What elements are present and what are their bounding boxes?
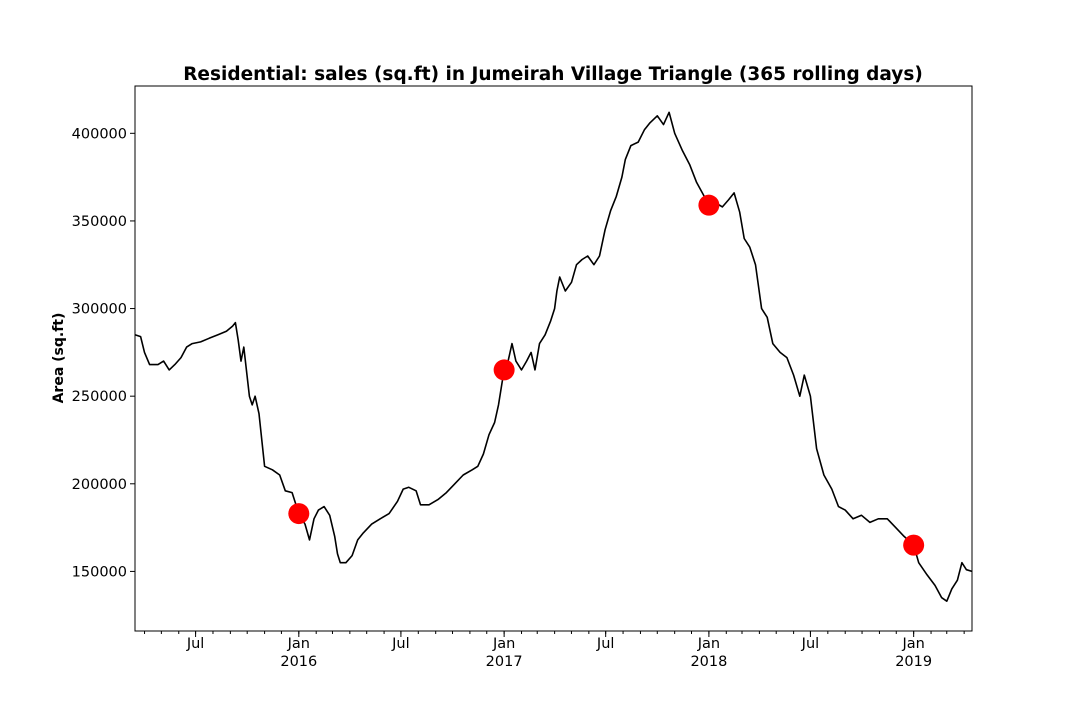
highlight-marker [698,194,720,216]
y-tick-label: 200000 [72,477,127,493]
highlight-marker [288,503,310,525]
series-line [134,111,973,602]
highlight-markers [288,194,925,556]
x-tick-label: Jan [901,636,924,652]
axis-ticks: 150000 200000 250000 300000 350000 400000 Jul J… [72,126,965,670]
y-tick-label: 250000 [72,389,127,405]
y-tick-label: 150000 [72,564,127,580]
x-tick-label: Jan [697,636,720,652]
y-axis-label: Area (sq.ft) [51,313,67,404]
chart-title: Residential: sales (sq.ft) in Jumeirah V… [183,64,923,85]
y-tick-label: 350000 [72,214,127,230]
highlight-marker [903,534,925,556]
x-tick-year-label: 2019 [895,654,932,670]
x-tick-label: Jan [287,636,310,652]
x-tick-label: Jul [596,636,615,652]
x-tick-label: Jul [391,636,410,652]
x-tick-label: Jul [186,636,205,652]
plot-frame [134,85,973,632]
highlight-marker [493,359,515,381]
y-tick-label: 300000 [72,302,127,318]
x-tick-year-label: 2016 [280,654,317,670]
x-tick-label: Jan [492,636,515,652]
y-tick-label: 400000 [72,126,127,142]
x-tick-year-label: 2017 [486,654,523,670]
x-tick-label: Jul [801,636,820,652]
x-tick-year-label: 2018 [690,654,727,670]
